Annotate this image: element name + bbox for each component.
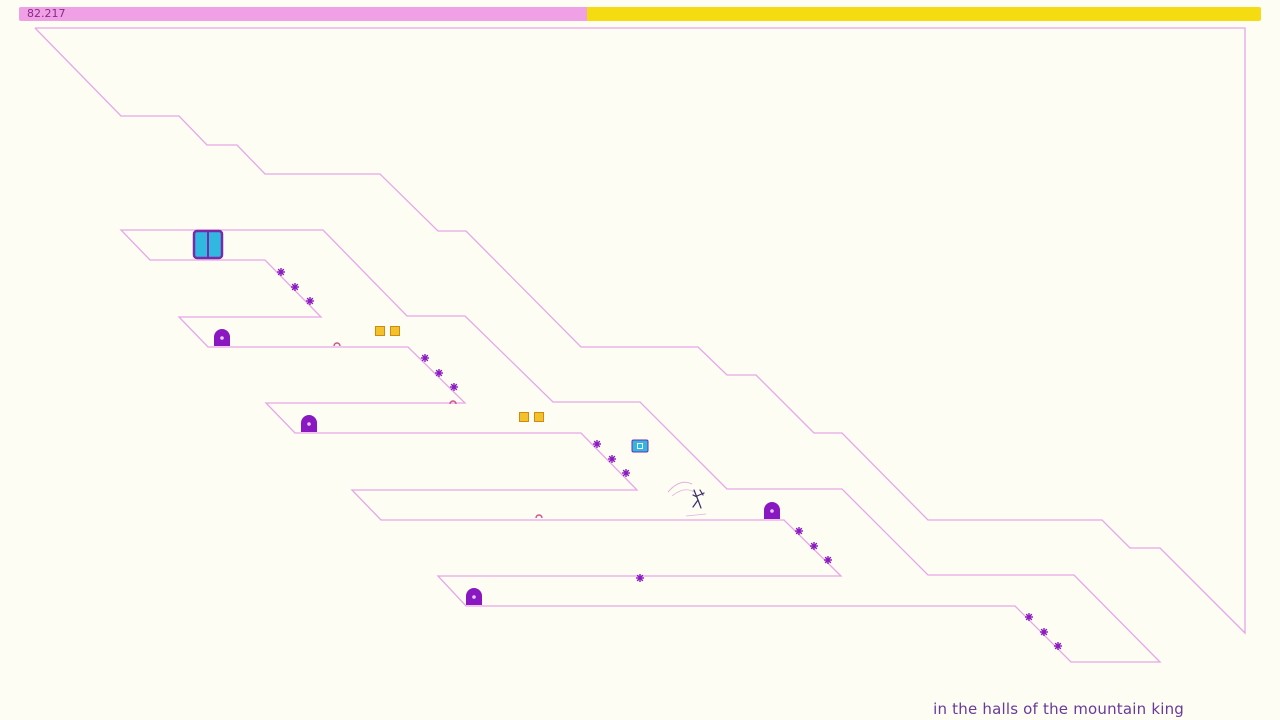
launch-pad-icon (535, 514, 543, 519)
exit-door-icon (192, 229, 224, 260)
launch-pad-icon (333, 342, 341, 347)
time-bar-elapsed (586, 7, 1261, 21)
outer-wall-top (34, 27, 1246, 635)
mine-icon (435, 369, 443, 377)
gold-icon (390, 326, 400, 336)
mines (277, 268, 1062, 650)
mine-icon (1054, 642, 1062, 650)
gold-icon (519, 412, 529, 422)
exit-switch-icon (631, 439, 649, 453)
gold-icon (375, 326, 385, 336)
drone-icon (214, 329, 230, 346)
mine-icon (1025, 613, 1033, 621)
ninja-icon (667, 481, 707, 517)
mine-icon (810, 542, 818, 550)
time-bar-remaining (19, 7, 587, 21)
drone-icon (764, 502, 780, 519)
mine-icon (421, 354, 429, 362)
drone-icon (301, 415, 317, 432)
mine-icon (795, 527, 803, 535)
mine-icon (450, 383, 458, 391)
items (192, 229, 780, 605)
mine-icon (593, 440, 601, 448)
mine-icon (306, 297, 314, 305)
mine-icon (1040, 628, 1048, 636)
mine-icon (291, 283, 299, 291)
gold-icon (534, 412, 544, 422)
time-bar: 82.217 (19, 7, 1261, 21)
mine-icon (277, 268, 285, 276)
drone-icon (466, 588, 482, 605)
mine-icon (608, 455, 616, 463)
corridor-1 (119, 229, 1162, 663)
time-readout: 82.217 (27, 7, 66, 20)
mine-icon (622, 469, 630, 477)
level-title: in the halls of the mountain king (933, 700, 1184, 718)
mine-icon (824, 556, 832, 564)
level-walls (34, 27, 1246, 663)
launch-pad-icon (449, 400, 457, 405)
mine-icon (636, 574, 644, 582)
